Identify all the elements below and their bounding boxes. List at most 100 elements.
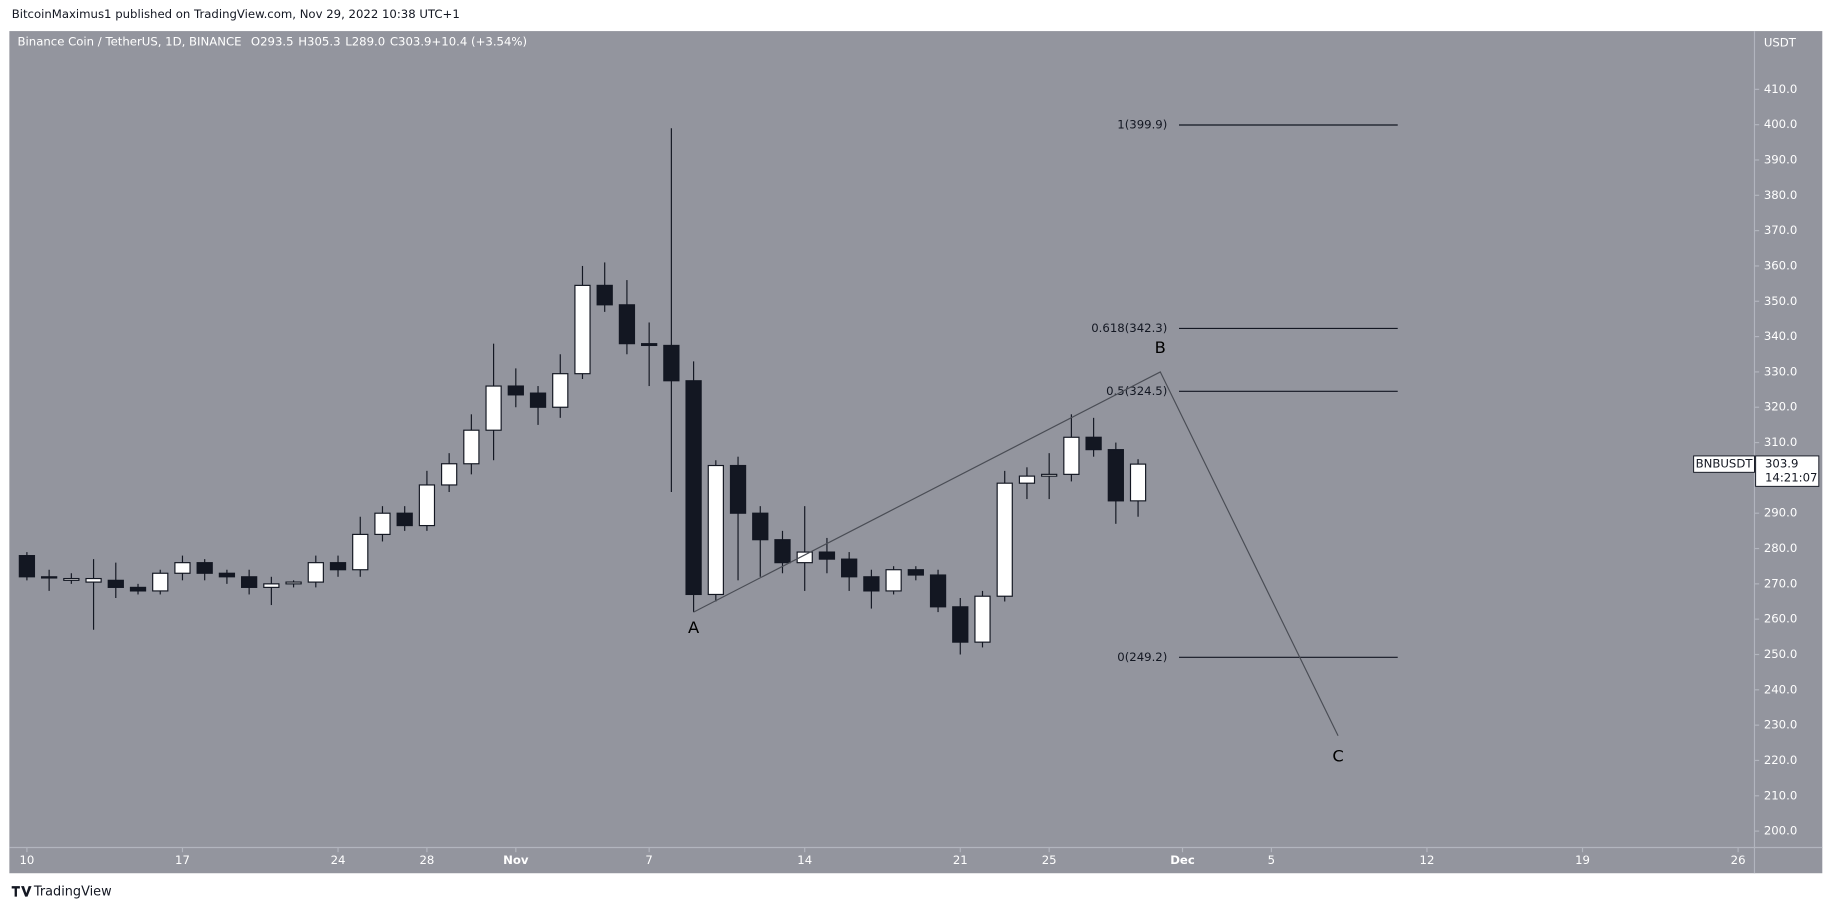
candle-body [952, 606, 969, 643]
x-tick-label: Dec [1170, 853, 1195, 867]
candle-body [63, 577, 80, 581]
y-tick-label: 360.0 [1764, 258, 1797, 272]
y-tick-label: 230.0 [1764, 718, 1797, 732]
price-unit: USDT [1764, 35, 1797, 49]
candle-body [685, 380, 702, 596]
x-tick-label: 28 [419, 853, 434, 867]
legend-value: 305.3 [307, 34, 340, 48]
wave-label: A [688, 618, 700, 637]
wave-path [693, 371, 1339, 736]
symbol-tag: BNBUSDT [1696, 457, 1754, 471]
x-tick-label: 26 [1731, 853, 1746, 867]
candle-body [441, 463, 458, 486]
candle-body [1129, 463, 1147, 502]
legend-value: +10.4 (+3.54%) [432, 34, 528, 48]
candle-body [707, 464, 724, 596]
footer-logo: TradingView [11, 884, 112, 899]
candle-body [1085, 436, 1102, 451]
x-tick-label: 12 [1420, 853, 1435, 867]
legend: Binance Coin / TetherUS, 1D, BINANCE O293… [18, 34, 528, 48]
x-tick-label: 14 [797, 853, 812, 867]
candle-body [1107, 449, 1124, 502]
candle-body [18, 555, 36, 578]
price-tag-value: 303.9 [1765, 457, 1798, 471]
y-tick-label: 220.0 [1764, 753, 1797, 767]
candle-body [774, 539, 791, 564]
legend-value: 293.5 [260, 34, 293, 48]
legend-key: C [390, 34, 398, 48]
legend-value: 289.0 [352, 34, 385, 48]
candle-body [285, 581, 302, 585]
candle-body [40, 576, 58, 579]
x-tick-label: 10 [19, 853, 34, 867]
candle-body [352, 533, 369, 571]
symbol-title: Binance Coin / TetherUS, 1D, BINANCE [18, 34, 242, 48]
y-tick-label: 380.0 [1764, 188, 1797, 202]
x-tick-label: 19 [1575, 853, 1590, 867]
fib-label: 0(249.2) [1117, 650, 1167, 664]
x-tick-label: 5 [1268, 853, 1275, 867]
candle-body [752, 512, 769, 541]
candle-body [618, 304, 636, 345]
candle-body [863, 576, 880, 592]
candle-body [974, 595, 991, 643]
y-tick-label: 290.0 [1764, 506, 1797, 520]
y-tick-label: 320.0 [1764, 400, 1797, 414]
y-tick-label: 260.0 [1764, 612, 1797, 626]
candle-body [796, 551, 813, 564]
legend-key: O [251, 34, 260, 48]
x-tick-label: 17 [175, 853, 190, 867]
y-tick-label: 240.0 [1764, 682, 1797, 696]
legend-key: H [298, 34, 307, 48]
candle-body [1063, 436, 1080, 475]
candle-body [218, 572, 236, 578]
price-tag-countdown: 14:21:07 [1765, 471, 1818, 485]
axes: 200.0 210.0 220.0 230.0 240.0 250.0 260.0 270.0… [19, 82, 1820, 867]
price-tag-box [1755, 455, 1820, 487]
candle-body [107, 579, 124, 588]
y-tick-label: 330.0 [1764, 364, 1797, 378]
candle-body [529, 392, 547, 408]
candle-body [552, 373, 569, 408]
logo-mark [11, 886, 32, 897]
y-tick-label: 200.0 [1764, 824, 1797, 838]
y-tick-label: 350.0 [1764, 294, 1797, 308]
candle-body [1041, 473, 1058, 477]
candle-body [152, 572, 169, 592]
y-tick-label: 310.0 [1764, 435, 1797, 449]
y-tick-label: 280.0 [1764, 541, 1797, 555]
candle-body [329, 562, 347, 571]
wave-label: C [1332, 746, 1343, 765]
y-tick-label: 390.0 [1764, 152, 1797, 166]
fib-label: 1(399.9) [1117, 118, 1167, 132]
brand: TradingView [33, 884, 112, 899]
candle-body [663, 344, 680, 382]
legend-key: L [345, 34, 352, 48]
y-tick-label: 400.0 [1764, 117, 1797, 131]
candle-body [841, 558, 858, 578]
plot-background [9, 31, 1823, 874]
candle-body [129, 586, 147, 592]
symbol-tag-box [1693, 455, 1755, 473]
wave-label: B [1155, 338, 1166, 357]
candle-body [263, 583, 280, 588]
candle-body [818, 551, 836, 560]
y-tick-label: 410.0 [1764, 82, 1797, 96]
fib-label: 0.618(342.3) [1091, 321, 1167, 335]
candle-body [418, 484, 436, 527]
y-tick-label: 210.0 [1764, 788, 1797, 802]
legend-value: 303.9 [398, 34, 431, 48]
x-tick-label: 21 [953, 853, 968, 867]
candle-body [596, 284, 613, 306]
y-tick-label: 370.0 [1764, 223, 1797, 237]
candle-body [641, 343, 658, 347]
candle-body [885, 569, 902, 592]
candle-body [396, 512, 413, 527]
y-tick-label: 340.0 [1764, 329, 1797, 343]
x-tick-label: 7 [645, 853, 652, 867]
candle-body [463, 429, 480, 465]
candle-body [485, 385, 502, 431]
y-tick-label: 250.0 [1764, 647, 1797, 661]
